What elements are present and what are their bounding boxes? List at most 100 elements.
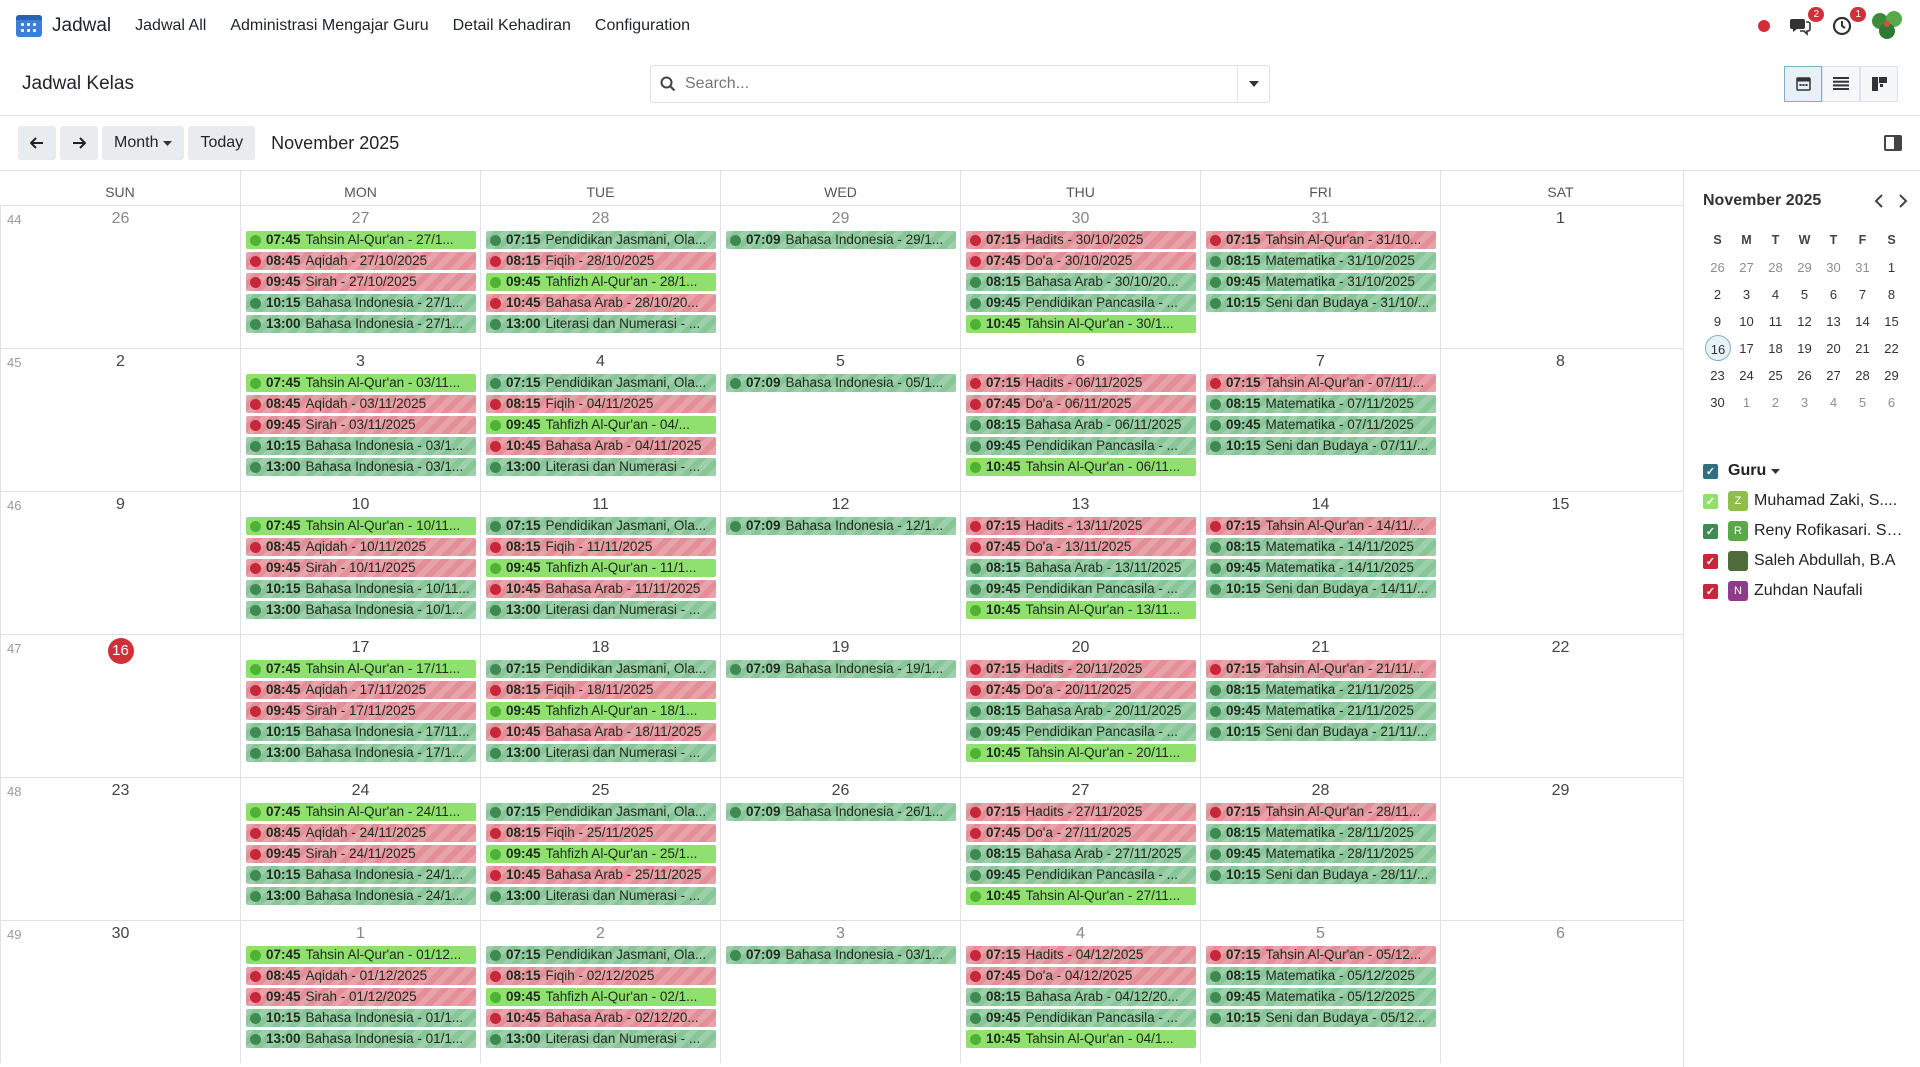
calendar-event[interactable]: 08:15 Bahasa Arab - 06/11/2025 — [966, 416, 1196, 434]
date-number[interactable]: 31 — [1311, 210, 1330, 227]
calendar-event[interactable]: 10:15 Bahasa Indonesia - 17/11... — [246, 723, 476, 741]
date-number[interactable]: 30 — [111, 925, 130, 942]
calendar-event[interactable]: 08:15 Matematika - 05/12/2025 — [1206, 967, 1436, 985]
calendar-event[interactable]: 13:00 Bahasa Indonesia - 27/1... — [246, 315, 476, 333]
calendar-event[interactable]: 10:45 Bahasa Arab - 28/10/20... — [486, 294, 716, 312]
day-cell[interactable]: 8 — [1440, 349, 1680, 491]
calendar-event[interactable]: 07:15 Tahsin Al-Qur'an - 31/10... — [1206, 231, 1436, 249]
calendar-event[interactable]: 10:15 Bahasa Indonesia - 27/1... — [246, 294, 476, 312]
mini-day[interactable]: 24 — [1739, 368, 1754, 383]
calendar-event[interactable]: 08:15 Fiqih - 04/11/2025 — [486, 395, 716, 413]
mini-day[interactable]: 26 — [1797, 368, 1812, 383]
date-number[interactable]: 5 — [1316, 925, 1325, 942]
date-number[interactable]: 29 — [831, 210, 850, 227]
date-number[interactable]: 20 — [1071, 639, 1090, 656]
calendar-event[interactable]: 10:15 Bahasa Indonesia - 24/1... — [246, 866, 476, 884]
calendar-event[interactable]: 07:09 Bahasa Indonesia - 12/1... — [726, 517, 956, 535]
calendar-event[interactable]: 07:15 Hadits - 04/12/2025 — [966, 946, 1196, 964]
mini-day[interactable]: 30 — [1710, 395, 1725, 410]
calendar-event[interactable]: 10:45 Tahsin Al-Qur'an - 27/11... — [966, 887, 1196, 905]
day-cell[interactable]: 26 — [0, 206, 240, 348]
calendar-event[interactable]: 10:15 Seni dan Budaya - 07/11/... — [1206, 437, 1436, 455]
checkbox-icon[interactable]: ✓ — [1703, 463, 1718, 479]
calendar-event[interactable]: 09:45 Tahfizh Al-Qur'an - 18/1... — [486, 702, 716, 720]
calendar-event[interactable]: 08:45 Aqidah - 10/11/2025 — [246, 538, 476, 556]
day-cell[interactable]: 25 07:15 Pendidikan Jasmani, Ola... 08:15 Fi… — [480, 778, 720, 920]
mini-day[interactable]: 13 — [1826, 314, 1841, 329]
calendar-event[interactable]: 13:00 Bahasa Indonesia - 01/1... — [246, 1030, 476, 1048]
date-number[interactable]: 4 — [1076, 925, 1085, 942]
calendar-event[interactable]: 10:15 Bahasa Indonesia - 01/1... — [246, 1009, 476, 1027]
calendar-event[interactable]: 07:15 Tahsin Al-Qur'an - 14/11/... — [1206, 517, 1436, 535]
calendar-event[interactable]: 08:15 Bahasa Arab - 13/11/2025 — [966, 559, 1196, 577]
search-options-toggle[interactable] — [1237, 65, 1269, 102]
mini-day[interactable]: 6 — [1829, 287, 1838, 302]
date-number[interactable]: 19 — [831, 639, 850, 656]
checkbox-icon[interactable]: ✓ — [1703, 553, 1718, 569]
calendar-event[interactable]: 07:45 Tahsin Al-Qur'an - 17/11... — [246, 660, 476, 678]
calendar-event[interactable]: 10:15 Seni dan Budaya - 28/11/... — [1206, 866, 1436, 884]
day-cell[interactable]: 2 — [0, 349, 240, 491]
mini-day[interactable]: 3 — [1742, 287, 1751, 302]
calendar-event[interactable]: 07:45 Do'a - 04/12/2025 — [966, 967, 1196, 985]
mini-day[interactable]: 2 — [1713, 287, 1722, 302]
mini-day[interactable]: 3 — [1800, 395, 1809, 410]
calendar-event[interactable]: 07:15 Hadits - 20/11/2025 — [966, 660, 1196, 678]
calendar-event[interactable]: 09:45 Pendidikan Pancasila - ... — [966, 437, 1196, 455]
calendar-event[interactable]: 09:45 Matematika - 05/12/2025 — [1206, 988, 1436, 1006]
next-button[interactable] — [60, 126, 98, 160]
calendar-event[interactable]: 09:45 Tahfizh Al-Qur'an - 11/1... — [486, 559, 716, 577]
calendar-event[interactable]: 07:09 Bahasa Indonesia - 05/1... — [726, 374, 956, 392]
calendar-event[interactable]: 07:09 Bahasa Indonesia - 26/1... — [726, 803, 956, 821]
calendar-event[interactable]: 08:45 Aqidah - 27/10/2025 — [246, 252, 476, 270]
calendar-event[interactable]: 07:09 Bahasa Indonesia - 29/1... — [726, 231, 956, 249]
calendar-event[interactable]: 08:45 Aqidah - 03/11/2025 — [246, 395, 476, 413]
mini-day[interactable]: 25 — [1768, 368, 1783, 383]
calendar-event[interactable]: 13:00 Literasi dan Numerasi - ... — [486, 601, 716, 619]
calendar-event[interactable]: 08:15 Bahasa Arab - 30/10/20... — [966, 273, 1196, 291]
day-cell[interactable]: 18 07:15 Pendidikan Jasmani, Ola... 08:15 Fi… — [480, 635, 720, 777]
calendar-event[interactable]: 10:45 Bahasa Arab - 02/12/20... — [486, 1009, 716, 1027]
date-number[interactable]: 1 — [1556, 210, 1565, 227]
calendar-event[interactable]: 07:45 Do'a - 06/11/2025 — [966, 395, 1196, 413]
calendar-event[interactable]: 07:15 Tahsin Al-Qur'an - 21/11/... — [1206, 660, 1436, 678]
calendar-event[interactable]: 07:15 Pendidikan Jasmani, Ola... — [486, 374, 716, 392]
day-cell[interactable]: 1 07:45 Tahsin Al-Qur'an - 01/12... 08:45 Aq… — [240, 921, 480, 1063]
calendar-event[interactable]: 08:15 Bahasa Arab - 20/11/2025 — [966, 702, 1196, 720]
calendar-event[interactable]: 10:45 Tahsin Al-Qur'an - 30/1... — [966, 315, 1196, 333]
calendar-event[interactable]: 13:00 Literasi dan Numerasi - ... — [486, 1030, 716, 1048]
calendar-event[interactable]: 07:15 Pendidikan Jasmani, Ola... — [486, 803, 716, 821]
mini-day[interactable]: 11 — [1768, 314, 1783, 329]
date-number[interactable]: 18 — [591, 639, 610, 656]
date-number[interactable]: 28 — [591, 210, 610, 227]
calendar-event[interactable]: 09:45 Tahfizh Al-Qur'an - 28/1... — [486, 273, 716, 291]
filter-section-header[interactable]: ✓ Guru — [1703, 456, 1908, 486]
calendar-event[interactable]: 07:45 Do'a - 20/11/2025 — [966, 681, 1196, 699]
mini-day[interactable]: 31 — [1855, 260, 1870, 275]
date-number[interactable]: 3 — [356, 353, 365, 370]
calendar-event[interactable]: 08:15 Fiqih - 18/11/2025 — [486, 681, 716, 699]
calendar-event[interactable]: 08:45 Aqidah - 01/12/2025 — [246, 967, 476, 985]
calendar-event[interactable]: 09:45 Pendidikan Pancasila - ... — [966, 294, 1196, 312]
calendar-event[interactable]: 09:45 Sirah - 17/11/2025 — [246, 702, 476, 720]
date-number[interactable]: 26 — [111, 210, 130, 227]
mini-day[interactable]: 27 — [1826, 368, 1841, 383]
calendar-event[interactable]: 08:15 Bahasa Arab - 04/12/20... — [966, 988, 1196, 1006]
calendar-event[interactable]: 10:45 Bahasa Arab - 04/11/2025 — [486, 437, 716, 455]
mini-day[interactable]: 22 — [1884, 341, 1899, 356]
today-date-number[interactable]: 16 — [107, 638, 134, 664]
date-number[interactable]: 4 — [596, 353, 605, 370]
calendar-event[interactable]: 10:45 Bahasa Arab - 18/11/2025 — [486, 723, 716, 741]
calendar-event[interactable]: 08:15 Matematika - 14/11/2025 — [1206, 538, 1436, 556]
calendar-event[interactable]: 10:15 Seni dan Budaya - 05/12... — [1206, 1009, 1436, 1027]
filter-item[interactable]: ✓ Saleh Abdullah, B.A — [1703, 546, 1908, 576]
checkbox-icon[interactable]: ✓ — [1703, 493, 1718, 509]
day-cell[interactable]: 28 07:15 Pendidikan Jasmani, Ola... 08:15 Fi… — [480, 206, 720, 348]
menu-jadwal-all[interactable]: Jadwal All — [135, 17, 207, 34]
date-number[interactable]: 3 — [836, 925, 845, 942]
day-cell[interactable]: 5 07:15 Tahsin Al-Qur'an - 05/12... 08:15 Ma… — [1200, 921, 1440, 1063]
date-number[interactable]: 1 — [356, 925, 365, 942]
date-number[interactable]: 7 — [1316, 353, 1325, 370]
day-cell[interactable]: 10 07:45 Tahsin Al-Qur'an - 10/11... 08:45 A… — [240, 492, 480, 634]
calendar-event[interactable]: 10:45 Tahsin Al-Qur'an - 20/11... — [966, 744, 1196, 762]
